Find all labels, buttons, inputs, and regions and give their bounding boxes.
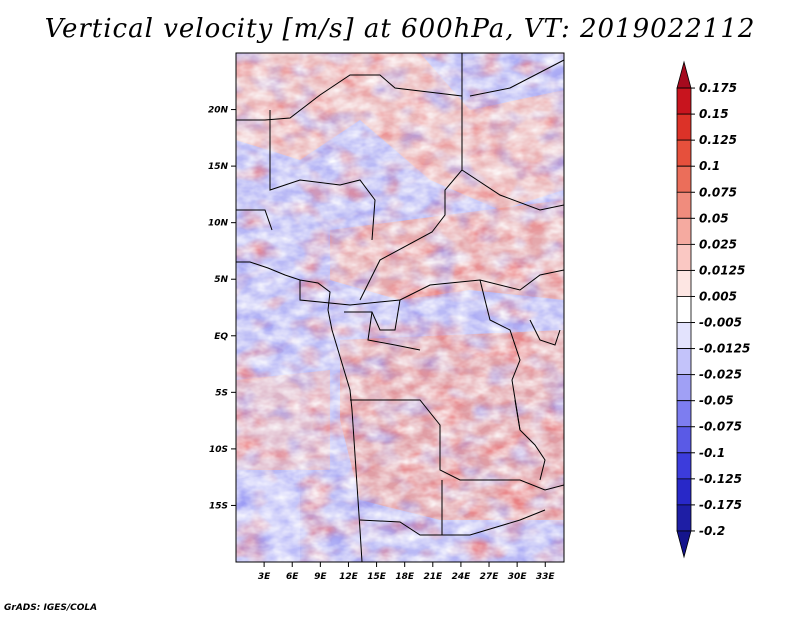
x-tick-label: 33E bbox=[536, 572, 556, 582]
y-axis: 20N 15N 10N 5N EQ 5S 10S 15S bbox=[208, 106, 236, 511]
colorbar-segment bbox=[676, 504, 692, 532]
colorbar-label: -0.005 bbox=[699, 316, 742, 330]
colorbar-segment bbox=[676, 191, 692, 219]
colorbar-segment bbox=[676, 374, 692, 402]
colorbar-label: -0.025 bbox=[699, 368, 742, 382]
x-tick-label: 15E bbox=[367, 572, 387, 582]
colorbar-label: -0.1 bbox=[699, 446, 725, 460]
colorbar-label: -0.075 bbox=[699, 420, 742, 434]
colorbar-segment bbox=[676, 60, 692, 89]
y-tick-label: 20N bbox=[208, 106, 229, 116]
colorbar-segment bbox=[676, 348, 692, 376]
x-tick-label: 30E bbox=[508, 572, 528, 582]
x-tick-label: 9E bbox=[314, 572, 327, 582]
map-field bbox=[236, 53, 564, 562]
colorbar-label: -0.0125 bbox=[699, 342, 750, 356]
colorbar-segment bbox=[676, 400, 692, 428]
colorbar-label: 0.175 bbox=[699, 81, 737, 95]
credit-label: GrADS: IGES/COLA bbox=[4, 603, 98, 613]
chart-title: Vertical velocity [m/s] at 600hPa, VT: 2… bbox=[44, 14, 756, 44]
colorbar-label: 0.0125 bbox=[699, 263, 745, 277]
y-tick-label: 10N bbox=[208, 219, 229, 229]
x-tick-label: 3E bbox=[258, 572, 271, 582]
colorbar-segment bbox=[676, 217, 692, 245]
y-tick-label: 5N bbox=[214, 275, 228, 285]
x-axis: 3E 6E 9E 12E 15E 18E 21E 24E 27E 30E 33E bbox=[258, 562, 556, 582]
colorbar-segment bbox=[676, 113, 692, 141]
x-tick-label: 6E bbox=[286, 572, 299, 582]
y-tick-label: 5S bbox=[215, 388, 228, 398]
y-tick-label: 15S bbox=[209, 501, 228, 511]
colorbar-segment bbox=[676, 87, 692, 115]
x-tick-label: 12E bbox=[339, 572, 359, 582]
colorbar-segment bbox=[676, 243, 692, 271]
colorbar-label: 0.025 bbox=[699, 237, 737, 251]
colorbar-segment bbox=[676, 426, 692, 454]
x-tick-label: 27E bbox=[480, 572, 500, 582]
colorbar-label: -0.05 bbox=[699, 394, 734, 408]
colorbar-label: 0.15 bbox=[699, 107, 729, 121]
x-tick-label: 24E bbox=[452, 572, 472, 582]
colorbar-label: -0.175 bbox=[699, 498, 742, 512]
map-frame bbox=[235, 52, 565, 563]
colorbar-segment bbox=[676, 530, 692, 559]
colorbar-label: 0.05 bbox=[699, 211, 729, 225]
y-tick-label: 15N bbox=[208, 162, 229, 172]
x-tick-label: 18E bbox=[395, 572, 415, 582]
x-tick-label: 21E bbox=[423, 572, 443, 582]
colorbar-segment bbox=[676, 165, 692, 193]
colorbar-segment bbox=[676, 322, 692, 349]
colorbar-segment bbox=[676, 478, 692, 506]
colorbar: 0.175 0.15 0.125 0.1 0.075 0.05 0.025 0.0125 0.0… bbox=[676, 60, 750, 559]
colorbar-segment bbox=[676, 296, 692, 323]
colorbar-label: -0.2 bbox=[699, 524, 725, 538]
colorbar-label: -0.125 bbox=[699, 472, 742, 486]
colorbar-label: 0.1 bbox=[699, 159, 720, 173]
colorbar-label: 0.125 bbox=[699, 133, 737, 147]
y-tick-label: EQ bbox=[214, 332, 228, 342]
colorbar-label: 0.005 bbox=[699, 289, 737, 303]
y-tick-label: 10S bbox=[209, 445, 228, 455]
colorbar-segment bbox=[676, 452, 692, 480]
colorbar-segment bbox=[676, 139, 692, 167]
colorbar-label: 0.075 bbox=[699, 185, 737, 199]
colorbar-segment bbox=[676, 270, 692, 297]
